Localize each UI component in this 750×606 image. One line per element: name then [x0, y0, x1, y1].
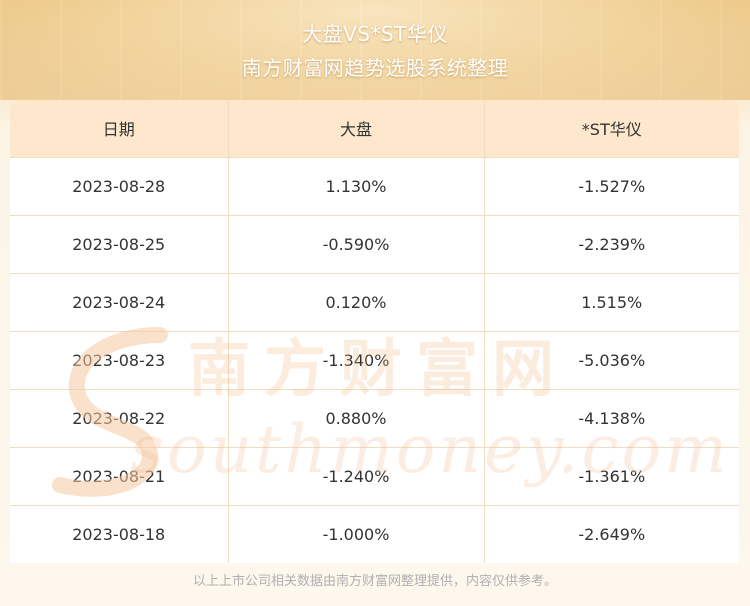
cell-date: 2023-08-21	[10, 447, 229, 506]
cell-stock: -1.361%	[484, 447, 739, 506]
cell-market: -1.240%	[228, 447, 485, 506]
cell-stock: -5.036%	[484, 331, 739, 390]
cell-date: 2023-08-18	[10, 505, 229, 563]
cell-date: 2023-08-28	[10, 157, 229, 216]
cell-date: 2023-08-22	[10, 389, 229, 448]
page-subtitle: 南方财富网趋势选股系统整理	[241, 56, 509, 80]
column-header-date: 日期	[10, 100, 229, 158]
cell-market: 1.130%	[228, 157, 485, 216]
comparison-table-container: 日期 大盘 *ST华仪 2023-08-28 1.130% -1.527% 20…	[10, 100, 739, 563]
cell-market: 0.120%	[228, 273, 485, 332]
cell-date: 2023-08-25	[10, 215, 229, 274]
cell-stock: -2.239%	[484, 215, 739, 274]
cell-market: -1.000%	[228, 505, 485, 563]
cell-stock: -4.138%	[484, 389, 739, 448]
page-title: 大盘VS*ST华仪	[302, 22, 448, 46]
table-row: 2023-08-22 0.880% -4.138%	[10, 389, 739, 448]
cell-stock: -2.649%	[484, 505, 739, 563]
table-row: 2023-08-23 -1.340% -5.036%	[10, 331, 739, 390]
table-row: 2023-08-24 0.120% 1.515%	[10, 273, 739, 332]
cell-market: -0.590%	[228, 215, 485, 274]
cell-date: 2023-08-24	[10, 273, 229, 332]
table-row: 2023-08-21 -1.240% -1.361%	[10, 447, 739, 506]
cell-market: 0.880%	[228, 389, 485, 448]
cell-stock: 1.515%	[484, 273, 739, 332]
column-header-market: 大盘	[228, 100, 485, 158]
table-row: 2023-08-25 -0.590% -2.239%	[10, 215, 739, 274]
cell-stock: -1.527%	[484, 157, 739, 216]
header-banner: 大盘VS*ST华仪 南方财富网趋势选股系统整理	[0, 0, 750, 100]
cell-date: 2023-08-23	[10, 331, 229, 390]
table-row: 2023-08-28 1.130% -1.527%	[10, 157, 739, 216]
table-row: 2023-08-18 -1.000% -2.649%	[10, 505, 739, 563]
cell-market: -1.340%	[228, 331, 485, 390]
table-header-row: 日期 大盘 *ST华仪	[10, 100, 739, 158]
footer-disclaimer: 以上上市公司相关数据由南方财富网整理提供，内容仅供参考。	[192, 574, 557, 589]
column-header-stock: *ST华仪	[484, 100, 739, 158]
comparison-table: 日期 大盘 *ST华仪 2023-08-28 1.130% -1.527% 20…	[10, 100, 739, 563]
